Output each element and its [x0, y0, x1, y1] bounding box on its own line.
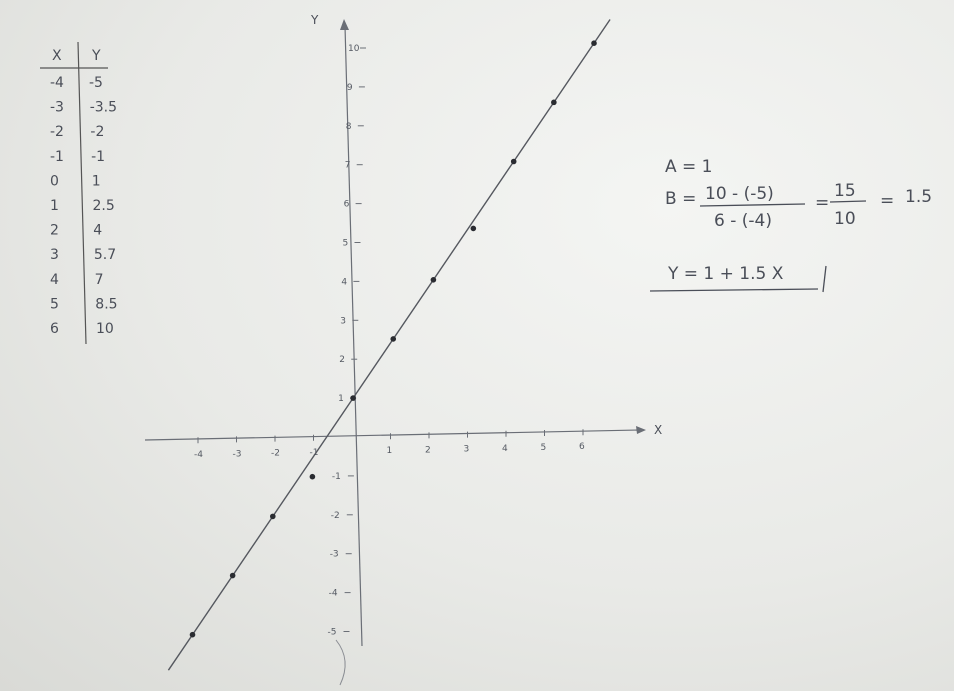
table-cell-y: 2.5	[93, 198, 115, 214]
table-cell-y: 8.5	[95, 296, 117, 312]
data-point	[270, 513, 276, 520]
table-cell-y: -2	[90, 124, 104, 140]
table-cell-y: 1	[92, 173, 101, 189]
x-tick-label: -3	[233, 449, 242, 459]
data-point	[229, 572, 236, 579]
table-rows: -4 -5 -3 -3.5 -2 -2 -1 -1 0 1 1 2.5 2 4 3 5.7 4 7 5 8.5 6 10	[50, 75, 118, 337]
table-cell-x: 0	[50, 173, 59, 189]
y-tick-label: 9	[347, 83, 353, 93]
y-tick-label: 3	[340, 316, 346, 326]
x-tick-label: 4	[502, 444, 508, 454]
x-axis	[144, 429, 641, 441]
x-tick-label: 5	[541, 443, 547, 453]
b-equals-1: =	[815, 193, 829, 213]
y-axis-label: Y	[310, 13, 319, 27]
b-result: 1.5	[905, 187, 932, 207]
table-cell-y: -3.5	[90, 100, 117, 116]
y-tick-label: -4	[329, 589, 338, 599]
y-tick-label: 6	[344, 200, 350, 210]
fit-line	[167, 19, 611, 671]
y-tick-label: 7	[345, 161, 351, 171]
y-tick-label: 2	[339, 355, 345, 365]
table-cell-x: 2	[50, 223, 59, 239]
y-axis-arrow	[340, 19, 349, 30]
table-cell-x: 5	[50, 296, 59, 312]
x-tick-label: -4	[194, 450, 203, 460]
table-cell-x: -2	[50, 124, 64, 140]
calculation-notes: A = 1 B = 10 - (-5) 6 - (-4) = 15 10 = 1…	[649, 157, 932, 293]
line-equation: Y = 1 + 1.5 X	[667, 264, 784, 284]
table-cell-y: 4	[93, 223, 102, 239]
data-point	[551, 99, 557, 106]
y-tick-label: 8	[346, 122, 352, 132]
data-point	[591, 40, 597, 46]
x-tick-label: 1	[387, 446, 393, 456]
table-header-x: X	[52, 48, 62, 64]
x-ticks: -4 -3 -2 -1 1 2 3 4 5 6	[194, 429, 585, 460]
table-cell-x: 4	[50, 272, 59, 288]
pencil-stroke	[335, 639, 346, 686]
a-value: A = 1	[665, 157, 713, 177]
table-cell-x: 6	[50, 321, 59, 337]
table-cell-x: -3	[50, 100, 64, 116]
x-tick-label: 6	[579, 442, 585, 452]
data-point	[470, 225, 477, 232]
b-label: B =	[665, 189, 696, 209]
table-cell-x: -4	[50, 75, 64, 91]
x-tick-label: 3	[464, 445, 470, 455]
y-tick-label: -5	[328, 628, 337, 638]
graph: X Y -4 -3 -2 -1 1 2 3 4 5 6 10 9 8 7 6 5 4 3 2 1 -1 -2 -3 -4 -5	[144, 13, 662, 686]
table-cell-x: 3	[50, 247, 59, 263]
data-point	[350, 395, 356, 401]
y-tick-label: 4	[341, 277, 347, 287]
y-axis	[344, 25, 363, 647]
equation-box-edge	[822, 265, 827, 293]
y-tick-label: 5	[343, 239, 349, 249]
table-cell-y: 7	[95, 272, 104, 288]
y-tick-label: -3	[330, 550, 339, 560]
y-tick-label: 1	[338, 394, 344, 404]
y-tick-label: -2	[331, 511, 340, 521]
b-mid-denominator: 10	[834, 209, 856, 229]
data-point	[510, 158, 517, 165]
table-header-y: Y	[91, 48, 101, 64]
table-cell-y: 5.7	[94, 247, 116, 263]
table-cell-y: -5	[89, 75, 103, 91]
xy-table: X Y -4 -5 -3 -3.5 -2 -2 -1 -1 0 1 1 2.5 2 4 3 5.7 4 7 5 8.5…	[40, 41, 118, 345]
equation-underline	[649, 288, 819, 292]
b-denominator: 6 - (-4)	[714, 211, 772, 231]
x-tick-label: -2	[271, 449, 280, 459]
table-cell-x: 1	[50, 198, 59, 214]
table-column-rule	[77, 41, 87, 345]
x-axis-arrow	[636, 426, 646, 434]
b-numerator: 10 - (-5)	[705, 184, 774, 204]
x-tick-label: -1	[310, 448, 319, 458]
data-point	[390, 336, 397, 342]
x-axis-label: X	[654, 423, 662, 437]
table-cell-x: -1	[50, 149, 64, 165]
b-mid-fraction-bar	[829, 200, 867, 203]
y-tick-label: -1	[332, 472, 341, 482]
table-cell-y: 10	[96, 321, 114, 337]
x-tick-label: 2	[425, 445, 431, 455]
data-point	[430, 277, 437, 283]
data-point	[309, 473, 316, 480]
b-mid-numerator: 15	[834, 181, 856, 201]
y-tick-label: 10	[348, 44, 360, 54]
b-equals-2: =	[880, 191, 894, 211]
data-point	[189, 631, 196, 638]
y-ticks: 10 9 8 7 6 5 4 3 2 1 -1 -2 -3 -4 -5	[328, 44, 366, 638]
data-points	[189, 40, 597, 638]
b-fraction-bar	[699, 203, 806, 207]
table-cell-y: -1	[91, 149, 105, 165]
